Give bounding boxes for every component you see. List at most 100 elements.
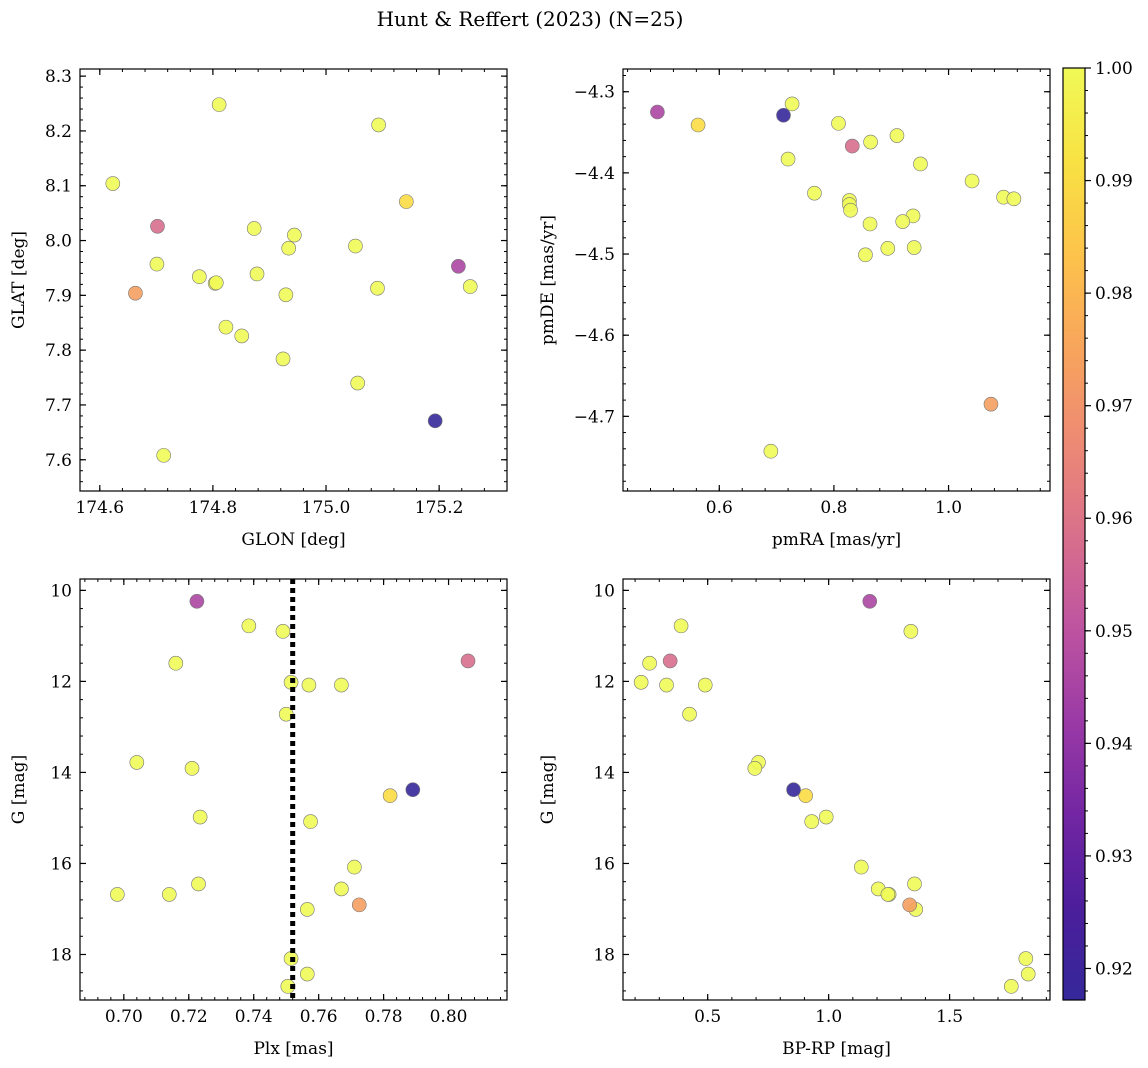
x-axis-label: Plx [mas] [253,1039,333,1059]
data-point [895,214,910,229]
y-tick-label: 16 [50,854,72,874]
data-point [303,814,318,829]
y-axis-label: pmDE [mas/yr] [538,215,558,345]
points-group [633,594,1036,994]
data-point [786,782,801,798]
data-point [697,677,713,693]
data-point [844,138,860,154]
colorbar-tick-label: 0.96 [1095,509,1133,529]
points-group [650,96,1022,459]
data-point [983,396,999,412]
data-point [633,675,649,690]
data-point [347,859,362,875]
x-tick-label: 0.80 [430,1007,468,1027]
axes-frame [79,68,508,492]
data-point [907,876,922,892]
data-point [964,173,980,189]
data-point [1020,966,1036,982]
data-point [168,655,184,671]
colorbar-tick-label: 0.98 [1095,284,1133,304]
data-point [405,782,421,798]
data-point [370,280,385,296]
x-tick-label: 1.0 [935,498,962,518]
data-point [105,176,121,191]
data-point [650,104,665,120]
data-point [184,761,200,776]
data-point [902,897,917,913]
y-tick-label: 18 [50,945,72,965]
data-point [275,624,291,639]
x-tick-label: 175.0 [302,498,351,518]
y-tick-label: 7.7 [45,396,72,416]
data-point [853,859,869,875]
y-tick-label: −4.3 [574,83,615,103]
data-point [192,809,208,825]
data-point [804,814,820,829]
data-point [234,328,250,344]
data-point [110,887,125,902]
data-point [863,134,878,150]
y-tick-label: 12 [50,672,72,692]
data-point [862,594,878,609]
x-tick-label: 0.76 [300,1007,338,1027]
y-tick-label: 8.3 [45,67,72,87]
x-axis-label: pmRA [mas/yr] [772,530,901,550]
y-tick-label: 14 [593,763,615,783]
panel-top-left: 174.6 174.8 175.0 175.2 7.6 7.7 7.8 7.9 8.0 8.1 8.… [9,67,508,550]
y-tick-label: 10 [593,581,615,601]
panels-group: 174.6 174.8 175.0 175.2 7.6 7.7 7.8 7.9 8.0 8.1 8.… [9,67,1051,1059]
y-tick-label: 8.1 [45,177,72,197]
data-point [903,624,919,639]
x-tick-label: 0.70 [105,1007,143,1027]
data-point [659,677,674,693]
data-point [880,241,896,256]
data-point [784,96,800,112]
x-tick-label: 1.5 [936,1007,963,1027]
data-point [747,761,763,776]
data-point [662,653,678,669]
data-point [889,128,905,143]
data-point [189,594,205,609]
x-axis-label: BP-RP [mag] [782,1039,891,1059]
data-point [156,448,172,463]
x-tick-label: 174.6 [75,498,124,518]
data-point [427,413,443,429]
data-point [843,202,858,218]
axes-frame [622,578,1051,1001]
colorbar-tick-label: 0.94 [1095,734,1133,754]
y-axis-label: G [mag] [538,755,558,824]
y-tick-label: 16 [593,854,615,874]
colorbar-tick-label: 0.95 [1095,622,1133,642]
data-point [300,902,315,917]
data-point [275,351,291,367]
points-group [110,579,476,1000]
x-tick-label: 174.8 [189,498,238,518]
data-point [348,238,363,254]
data-point [1003,979,1019,994]
data-point [690,117,706,133]
x-tick-label: 0.8 [820,498,847,518]
data-point [798,788,813,803]
y-tick-label: 7.9 [45,286,72,306]
data-point [776,107,791,123]
data-point [241,618,257,634]
data-point [150,218,165,234]
data-point [249,266,265,282]
panel-top-right: 0.6 0.8 1.0 −4.7 −4.6 −4.5 −4.4 −4.3 pmRA [mas/y… [538,68,1051,550]
data-point [287,227,302,243]
data-point [673,618,689,634]
colorbar-tick-label: 1.00 [1095,59,1133,79]
y-tick-label: 12 [593,672,615,692]
data-point [682,706,697,722]
colorbar-tick-label: 0.92 [1095,959,1133,979]
data-point [460,653,476,669]
x-tick-label: 0.5 [694,1007,721,1027]
data-point [246,221,262,236]
data-point [351,897,367,913]
y-tick-label: 8.0 [45,232,72,252]
points-group [105,97,478,463]
data-point [281,240,296,256]
colorbar: 0.92 0.93 0.94 0.95 0.96 0.97 0.98 0.99 1.00 [1062,59,1133,1001]
y-tick-label: 10 [50,581,72,601]
